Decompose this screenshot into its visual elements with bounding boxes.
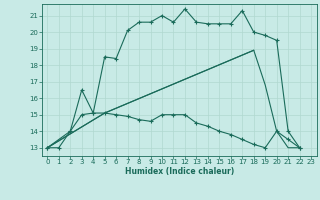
- X-axis label: Humidex (Indice chaleur): Humidex (Indice chaleur): [124, 167, 234, 176]
